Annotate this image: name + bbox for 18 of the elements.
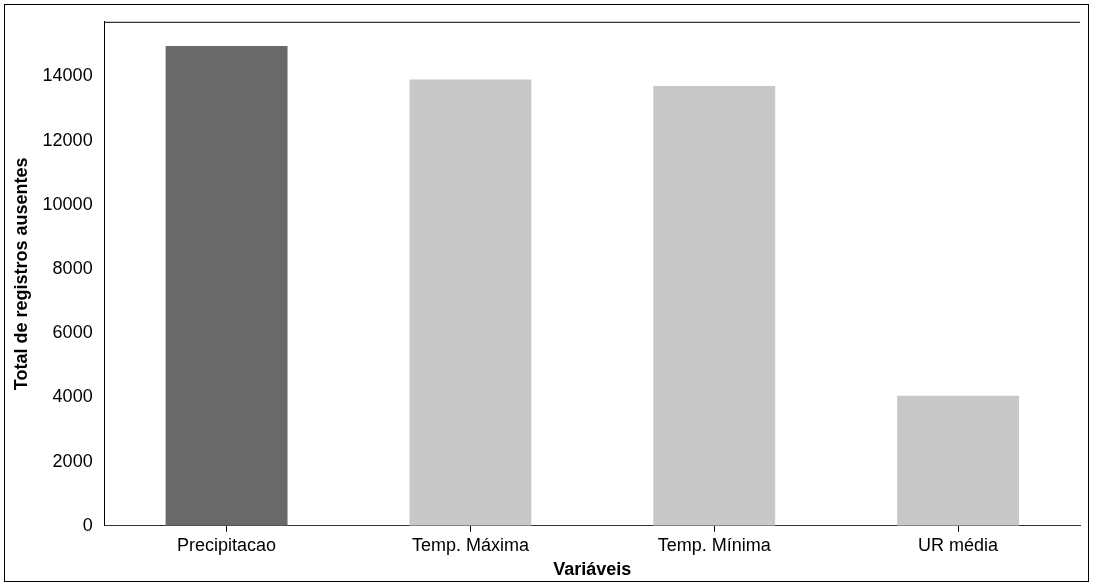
x-tick-label: Precipitacao <box>177 534 277 555</box>
y-tick-label: 0 <box>82 514 93 535</box>
y-tick-label: 14000 <box>42 65 93 86</box>
bar <box>897 395 1020 526</box>
x-axis-title: Variáveis <box>553 559 632 580</box>
bar <box>165 45 288 526</box>
x-tick-label: Temp. Mínima <box>657 534 772 555</box>
y-tick-label: 2000 <box>52 450 93 471</box>
y-tick-label: 12000 <box>42 129 93 150</box>
x-tick-label: UR média <box>918 534 1000 555</box>
x-tick-label: Temp. Máxima <box>411 534 530 555</box>
bar <box>409 79 532 526</box>
y-tick-label: 6000 <box>52 322 93 343</box>
y-axis-title: Total de registros ausentes <box>10 157 31 391</box>
bar <box>653 86 776 526</box>
y-tick-label: 4000 <box>52 386 93 407</box>
y-tick-label: 8000 <box>52 257 93 278</box>
y-tick-label: 10000 <box>42 193 93 214</box>
